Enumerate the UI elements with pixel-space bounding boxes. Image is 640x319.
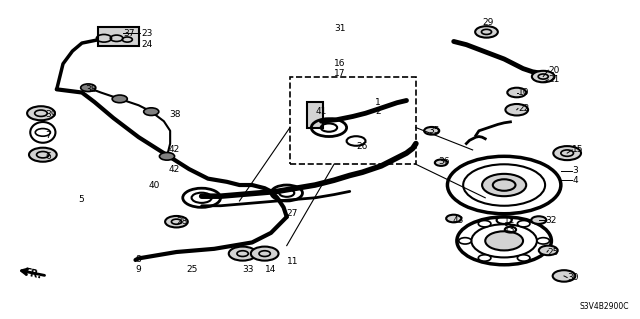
Text: 38: 38 — [169, 110, 180, 119]
Text: 22: 22 — [518, 104, 529, 113]
Circle shape — [251, 247, 278, 261]
Text: 41: 41 — [315, 107, 326, 116]
Circle shape — [144, 108, 159, 115]
Text: 14: 14 — [265, 265, 276, 274]
Circle shape — [112, 95, 127, 103]
Circle shape — [482, 174, 526, 196]
Text: 33: 33 — [243, 265, 254, 274]
Circle shape — [506, 104, 528, 115]
Text: 37: 37 — [123, 29, 134, 38]
Bar — [307, 102, 323, 128]
Text: 27: 27 — [287, 209, 298, 218]
Circle shape — [554, 146, 581, 160]
Text: 1: 1 — [375, 98, 381, 107]
Text: 13: 13 — [504, 225, 516, 234]
Bar — [98, 27, 139, 46]
Circle shape — [165, 216, 188, 227]
Text: 38: 38 — [85, 85, 97, 94]
Text: 36: 36 — [438, 157, 449, 166]
Circle shape — [517, 220, 530, 227]
Circle shape — [435, 160, 447, 166]
Text: 17: 17 — [334, 69, 346, 78]
Text: 43: 43 — [452, 216, 464, 225]
Circle shape — [553, 270, 575, 282]
Text: 10: 10 — [518, 88, 529, 97]
Text: 2: 2 — [375, 107, 381, 116]
Circle shape — [478, 255, 491, 261]
Text: 31: 31 — [334, 24, 346, 33]
Text: 29: 29 — [482, 18, 493, 27]
Text: 30: 30 — [567, 273, 579, 282]
Text: 15: 15 — [572, 145, 584, 154]
Text: S3V4B2900C: S3V4B2900C — [580, 302, 629, 311]
Text: 24: 24 — [142, 40, 153, 49]
Text: 9: 9 — [136, 265, 141, 274]
Text: FR.: FR. — [23, 267, 43, 280]
Text: 3: 3 — [572, 166, 578, 175]
Circle shape — [459, 238, 472, 244]
Text: 35: 35 — [429, 126, 440, 135]
Text: 42: 42 — [169, 145, 180, 154]
Text: 28: 28 — [177, 217, 188, 226]
Circle shape — [424, 127, 439, 135]
Text: 8: 8 — [136, 256, 141, 264]
Circle shape — [537, 238, 550, 244]
Text: 21: 21 — [548, 75, 559, 84]
Circle shape — [27, 106, 55, 120]
Circle shape — [517, 255, 530, 261]
Bar — [290, 77, 416, 164]
Circle shape — [531, 216, 547, 224]
Text: 42: 42 — [169, 165, 180, 174]
Text: 16: 16 — [334, 59, 346, 68]
Text: 11: 11 — [287, 257, 298, 266]
Circle shape — [159, 152, 175, 160]
Text: 20: 20 — [548, 66, 559, 75]
Text: 4: 4 — [572, 176, 578, 185]
Circle shape — [81, 84, 96, 92]
Circle shape — [539, 246, 557, 255]
Text: 25: 25 — [186, 265, 197, 274]
Circle shape — [446, 215, 461, 222]
Text: 26: 26 — [356, 142, 367, 151]
Circle shape — [228, 247, 257, 261]
Circle shape — [29, 148, 57, 162]
Text: 5: 5 — [79, 195, 84, 204]
Circle shape — [478, 220, 491, 227]
Text: 39: 39 — [45, 110, 57, 119]
Circle shape — [475, 26, 498, 38]
Text: 23: 23 — [142, 29, 153, 38]
Circle shape — [532, 71, 554, 82]
Text: 25: 25 — [547, 248, 558, 256]
Text: 32: 32 — [545, 216, 557, 225]
Circle shape — [485, 231, 523, 250]
Circle shape — [508, 88, 526, 97]
Text: 40: 40 — [148, 181, 159, 189]
Text: 12: 12 — [504, 216, 515, 225]
Text: 7: 7 — [45, 131, 51, 140]
Text: 6: 6 — [45, 152, 51, 161]
